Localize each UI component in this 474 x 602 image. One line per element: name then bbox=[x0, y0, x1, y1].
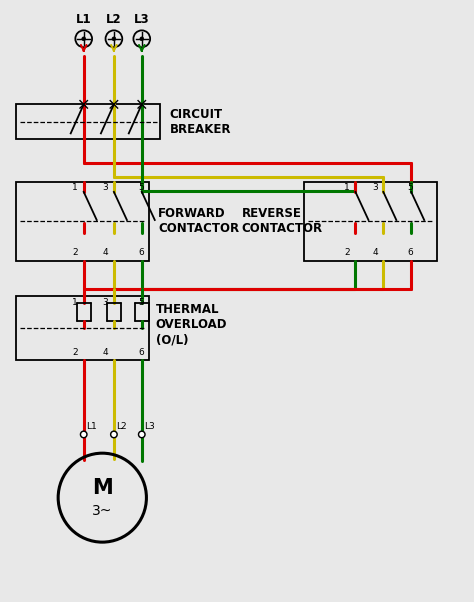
Text: L3: L3 bbox=[134, 13, 150, 26]
Text: L1: L1 bbox=[86, 422, 97, 431]
Text: 2: 2 bbox=[344, 249, 350, 258]
Bar bbox=[304, 182, 437, 261]
Text: 1: 1 bbox=[73, 184, 78, 193]
Circle shape bbox=[82, 37, 86, 41]
Bar bbox=[16, 296, 149, 359]
Circle shape bbox=[140, 37, 144, 41]
Text: 6: 6 bbox=[138, 249, 144, 258]
Circle shape bbox=[110, 431, 117, 438]
Text: 4: 4 bbox=[372, 249, 378, 258]
Bar bbox=[16, 104, 160, 140]
Text: L1: L1 bbox=[76, 13, 91, 26]
Text: 2: 2 bbox=[73, 348, 78, 357]
Text: L2: L2 bbox=[106, 13, 122, 26]
Circle shape bbox=[138, 431, 145, 438]
Text: 4: 4 bbox=[103, 348, 109, 357]
Text: CIRCUIT
BREAKER: CIRCUIT BREAKER bbox=[170, 108, 231, 136]
Text: 1: 1 bbox=[73, 298, 78, 307]
Text: 3: 3 bbox=[372, 184, 378, 193]
Text: THERMAL
OVERLOAD
(O/L): THERMAL OVERLOAD (O/L) bbox=[155, 303, 227, 346]
Text: 6: 6 bbox=[138, 348, 144, 357]
Text: 5: 5 bbox=[138, 298, 144, 307]
Text: 3: 3 bbox=[102, 298, 109, 307]
Text: 1: 1 bbox=[344, 184, 350, 193]
Text: 4: 4 bbox=[103, 249, 109, 258]
Text: L2: L2 bbox=[116, 422, 127, 431]
Text: L3: L3 bbox=[144, 422, 155, 431]
Text: FORWARD
CONTACTOR: FORWARD CONTACTOR bbox=[158, 208, 239, 235]
Circle shape bbox=[81, 431, 87, 438]
Text: REVERSE
CONTACTOR: REVERSE CONTACTOR bbox=[242, 208, 323, 235]
Circle shape bbox=[112, 37, 116, 41]
Text: 5: 5 bbox=[408, 184, 413, 193]
Text: 6: 6 bbox=[408, 249, 413, 258]
Text: 2: 2 bbox=[73, 249, 78, 258]
Text: 3: 3 bbox=[102, 184, 109, 193]
Text: 3~: 3~ bbox=[92, 504, 112, 518]
Text: 5: 5 bbox=[138, 184, 144, 193]
Text: M: M bbox=[92, 478, 113, 498]
Bar bbox=[16, 182, 149, 261]
